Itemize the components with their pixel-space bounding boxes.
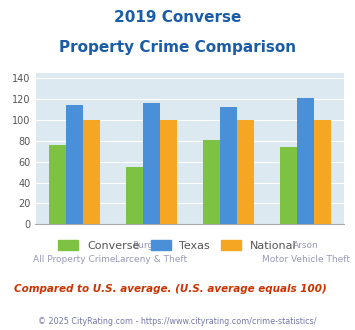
Bar [314,120,331,224]
Bar [297,98,314,224]
Bar [66,105,83,224]
Legend: Converse, Texas, National: Converse, Texas, National [54,236,301,255]
Text: Burglary: Burglary [132,241,170,250]
Text: © 2025 CityRating.com - https://www.cityrating.com/crime-statistics/: © 2025 CityRating.com - https://www.city… [38,317,317,326]
Bar [49,145,66,224]
Text: All Property Crime: All Property Crime [33,255,115,264]
Bar [237,120,254,224]
Text: Property Crime Comparison: Property Crime Comparison [59,40,296,54]
Bar [160,120,177,224]
Text: Compared to U.S. average. (U.S. average equals 100): Compared to U.S. average. (U.S. average … [14,284,327,294]
Bar [83,120,100,224]
Bar [203,140,220,224]
Text: 2019 Converse: 2019 Converse [114,10,241,25]
Text: Arson: Arson [293,241,319,250]
Bar [280,147,297,224]
Bar [220,107,237,224]
Bar [143,103,160,224]
Text: Larceny & Theft: Larceny & Theft [115,255,187,264]
Text: Motor Vehicle Theft: Motor Vehicle Theft [262,255,350,264]
Bar [126,167,143,224]
